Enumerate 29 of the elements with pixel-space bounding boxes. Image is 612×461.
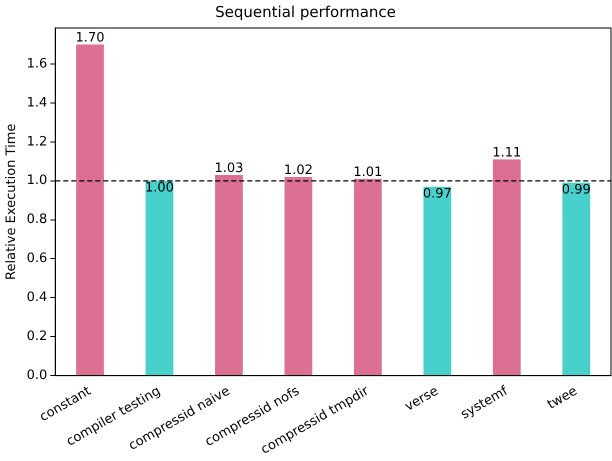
bar xyxy=(354,178,382,376)
data-label: 0.97 xyxy=(422,186,452,202)
bar xyxy=(492,159,521,376)
data-label: 1.02 xyxy=(284,162,313,178)
x-tick-label: twee xyxy=(544,384,580,413)
y-tick-label: 1.4 xyxy=(26,95,48,110)
y-tick-label: 1.0 xyxy=(26,173,48,188)
bar xyxy=(284,176,312,376)
data-label: 1.11 xyxy=(492,145,522,160)
y-axis-title: Relative Execution Time xyxy=(4,124,20,280)
bar xyxy=(562,182,590,376)
chart-title: Sequential performance xyxy=(215,2,396,21)
y-tick-label: 0.4 xyxy=(26,290,48,306)
y-tick-label: 0.2 xyxy=(26,329,48,344)
x-tick-label: verse xyxy=(402,384,442,415)
y-tick-label: 0.6 xyxy=(26,251,48,266)
data-label: 0.99 xyxy=(562,182,591,198)
data-label: 1.01 xyxy=(353,164,382,180)
y-tick-label: 0.0 xyxy=(26,368,48,383)
data-label: 1.70 xyxy=(76,30,104,46)
bar xyxy=(423,186,452,376)
bar xyxy=(215,175,243,376)
y-tick-label: 1.6 xyxy=(26,56,48,72)
y-tick-label: 1.2 xyxy=(26,134,48,150)
bar xyxy=(76,44,104,376)
data-label: 1.03 xyxy=(214,160,244,176)
y-tick-label: 0.8 xyxy=(26,212,48,228)
data-label: 1.00 xyxy=(144,180,174,196)
bar xyxy=(146,180,174,376)
